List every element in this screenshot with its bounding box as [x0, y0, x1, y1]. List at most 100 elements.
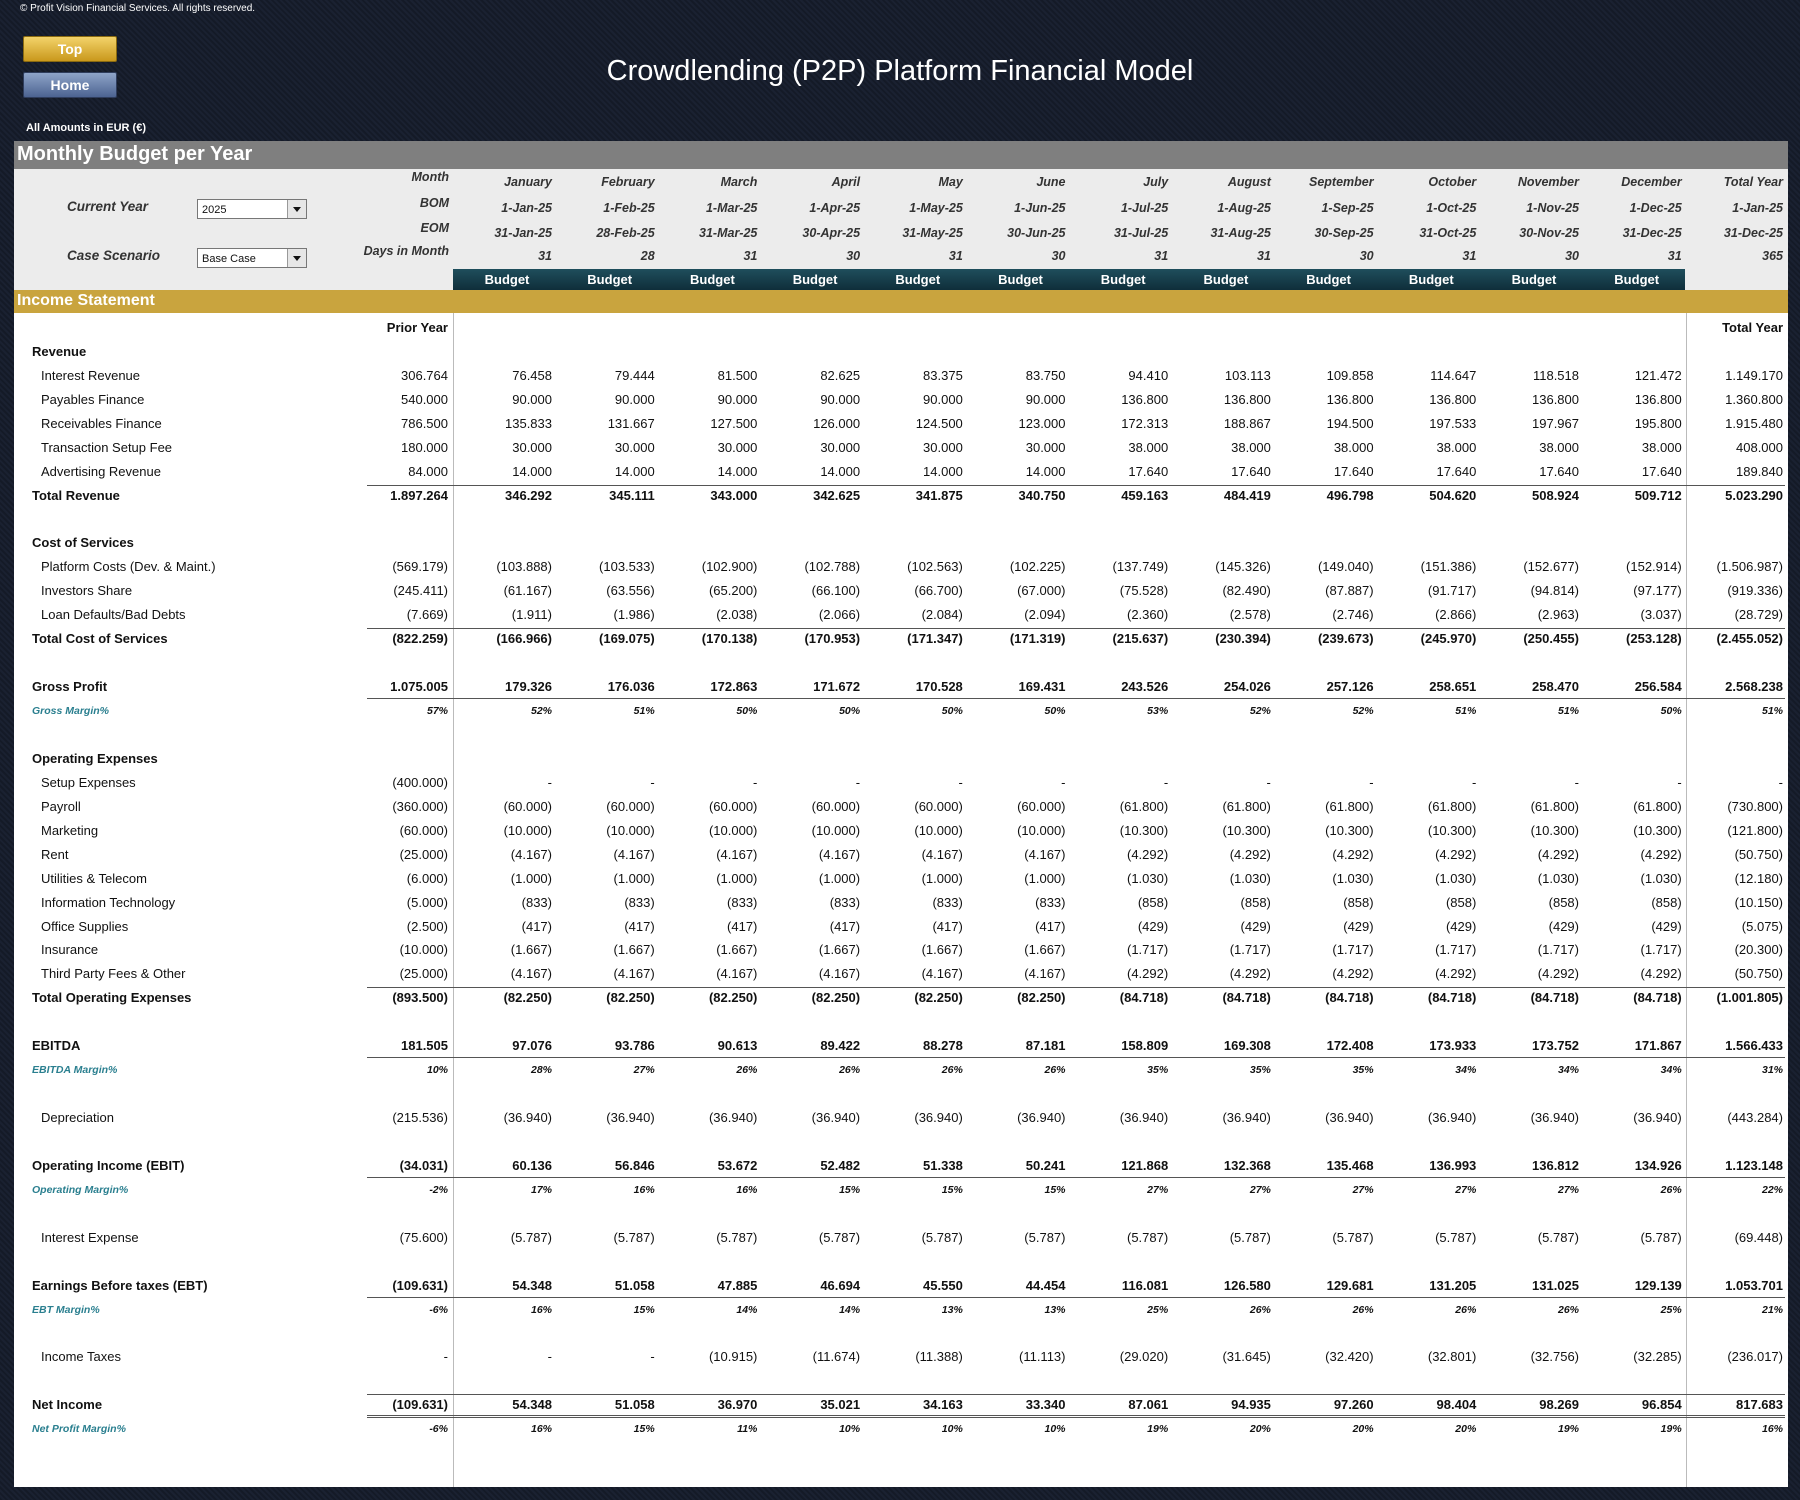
header-row-label: EOM — [420, 221, 449, 235]
header-days: 31 — [1462, 249, 1477, 263]
value-cell: (4.292) — [1126, 966, 1169, 982]
value-cell: (36.940) — [708, 1110, 758, 1126]
value-cell: (833) — [829, 894, 861, 910]
value-cell: 90.000 — [923, 391, 963, 407]
header-month: September — [1308, 175, 1374, 189]
value-cell: 341.875 — [915, 487, 963, 503]
value-cell: (82.250) — [708, 990, 758, 1006]
value-cell: (215.637) — [1112, 631, 1169, 647]
header-eom: 31-Mar-25 — [699, 226, 758, 240]
value-cell: (36.940) — [606, 1110, 655, 1126]
margin-value: 52% — [530, 705, 552, 718]
value-cell: - — [650, 1349, 655, 1365]
value-cell: 5.023.290 — [1725, 487, 1783, 503]
value-cell: 508.924 — [1532, 487, 1579, 503]
dropdown-arrow[interactable] — [293, 256, 301, 261]
dropdown-arrow[interactable] — [293, 207, 301, 212]
margin-value: 15% — [941, 1183, 963, 1196]
value-cell: (2.066) — [818, 607, 861, 623]
value-cell: 1.149.170 — [1725, 367, 1783, 383]
value-cell: (4.292) — [1332, 846, 1374, 862]
value-cell: 94.410 — [1128, 367, 1169, 383]
top-button[interactable]: Top — [23, 36, 117, 62]
header-eom: 31-Dec-25 — [1723, 226, 1783, 240]
value-cell: 1.075.005 — [390, 679, 448, 695]
value-cell: 83.750 — [1025, 367, 1066, 383]
value-cell: 1.360.800 — [1725, 391, 1783, 407]
value-cell: (60.000) — [399, 822, 448, 838]
value-cell: (65.200) — [708, 583, 758, 599]
value-cell: (4.292) — [1229, 846, 1271, 862]
value-cell: 129.681 — [1326, 1277, 1374, 1293]
value-cell: (10.000) — [1017, 822, 1066, 838]
value-cell: 173.752 — [1532, 1038, 1579, 1054]
value-cell: 484.419 — [1223, 487, 1271, 503]
value-cell: (32.420) — [1325, 1349, 1374, 1365]
value-cell: (4.167) — [716, 846, 758, 862]
home-button[interactable]: Home — [23, 72, 117, 98]
value-cell: (2.746) — [1332, 607, 1374, 623]
value-cell: (1.030) — [1332, 870, 1374, 886]
margin-value: 26% — [1455, 1303, 1477, 1316]
margin-value: 26% — [1557, 1303, 1579, 1316]
value-cell: (102.563) — [907, 559, 963, 575]
value-cell: 121.472 — [1634, 367, 1682, 383]
value-cell: (84.718) — [1119, 990, 1169, 1006]
value-cell: - — [443, 1349, 448, 1365]
value-cell: (4.167) — [921, 846, 963, 862]
value-cell: (170.138) — [701, 631, 758, 647]
value-cell: (61.800) — [1530, 798, 1579, 814]
value-cell: (2.866) — [1435, 607, 1477, 623]
header-bom: 1-May-25 — [909, 201, 963, 215]
value-cell: 38.000 — [1128, 439, 1169, 455]
value-cell: (61.800) — [1633, 798, 1682, 814]
value-cell: (109.631) — [392, 1277, 448, 1293]
value-cell: (1.667) — [510, 942, 552, 958]
value-cell: (25.000) — [399, 966, 448, 982]
margin-value: 35% — [1352, 1064, 1374, 1077]
value-cell: (1.667) — [1024, 942, 1066, 958]
value-cell: 14.000 — [614, 463, 655, 479]
value-cell: (1.667) — [921, 942, 963, 958]
value-cell: - — [1163, 774, 1169, 790]
value-cell: (36.940) — [1530, 1110, 1579, 1126]
value-cell: (5.787) — [1024, 1229, 1066, 1245]
value-cell: (145.326) — [1215, 559, 1271, 575]
value-cell: (1.717) — [1435, 942, 1477, 958]
dropdown[interactable]: Base Case — [197, 248, 307, 268]
value-cell: 172.313 — [1121, 415, 1169, 431]
value-cell: (10.000) — [503, 822, 552, 838]
value-cell: (60.000) — [503, 798, 552, 814]
value-cell: 38.000 — [1231, 439, 1271, 455]
row-label: Total Cost of Services — [32, 631, 168, 647]
value-cell: 17.640 — [1641, 463, 1682, 479]
value-cell: (833) — [1035, 894, 1066, 910]
value-cell: (4.292) — [1537, 846, 1579, 862]
value-cell: (60.000) — [811, 798, 861, 814]
row-label: Net Income — [32, 1397, 103, 1413]
value-cell: 136.800 — [1326, 391, 1374, 407]
budget-label: Budget — [792, 272, 838, 287]
margin-value: 34% — [1557, 1064, 1579, 1077]
budget-label: Budget — [1511, 272, 1557, 287]
margin-value: 25% — [1147, 1303, 1169, 1316]
header-month: November — [1517, 175, 1579, 189]
value-cell: (82.250) — [811, 990, 861, 1006]
value-cell: (10.300) — [1427, 822, 1477, 838]
value-cell: (4.292) — [1640, 846, 1682, 862]
section-title: Monthly Budget per Year — [17, 143, 253, 165]
header-days: 31 — [1667, 249, 1682, 263]
value-cell: 17.640 — [1539, 463, 1579, 479]
row-label: Third Party Fees & Other — [41, 966, 186, 982]
column-divider — [1686, 313, 1687, 1487]
margin-value: 52% — [1352, 705, 1374, 718]
value-cell: (4.167) — [510, 846, 552, 862]
margin-value: 15% — [633, 1303, 655, 1316]
value-cell: (94.814) — [1530, 583, 1579, 599]
value-cell: (149.040) — [1317, 559, 1374, 575]
value-cell: (4.167) — [818, 846, 861, 862]
margin-value: 10% — [426, 1064, 448, 1077]
value-cell: 38.000 — [1539, 439, 1579, 455]
dropdown[interactable]: 2025 — [197, 199, 307, 219]
value-cell: (5.787) — [510, 1229, 552, 1245]
